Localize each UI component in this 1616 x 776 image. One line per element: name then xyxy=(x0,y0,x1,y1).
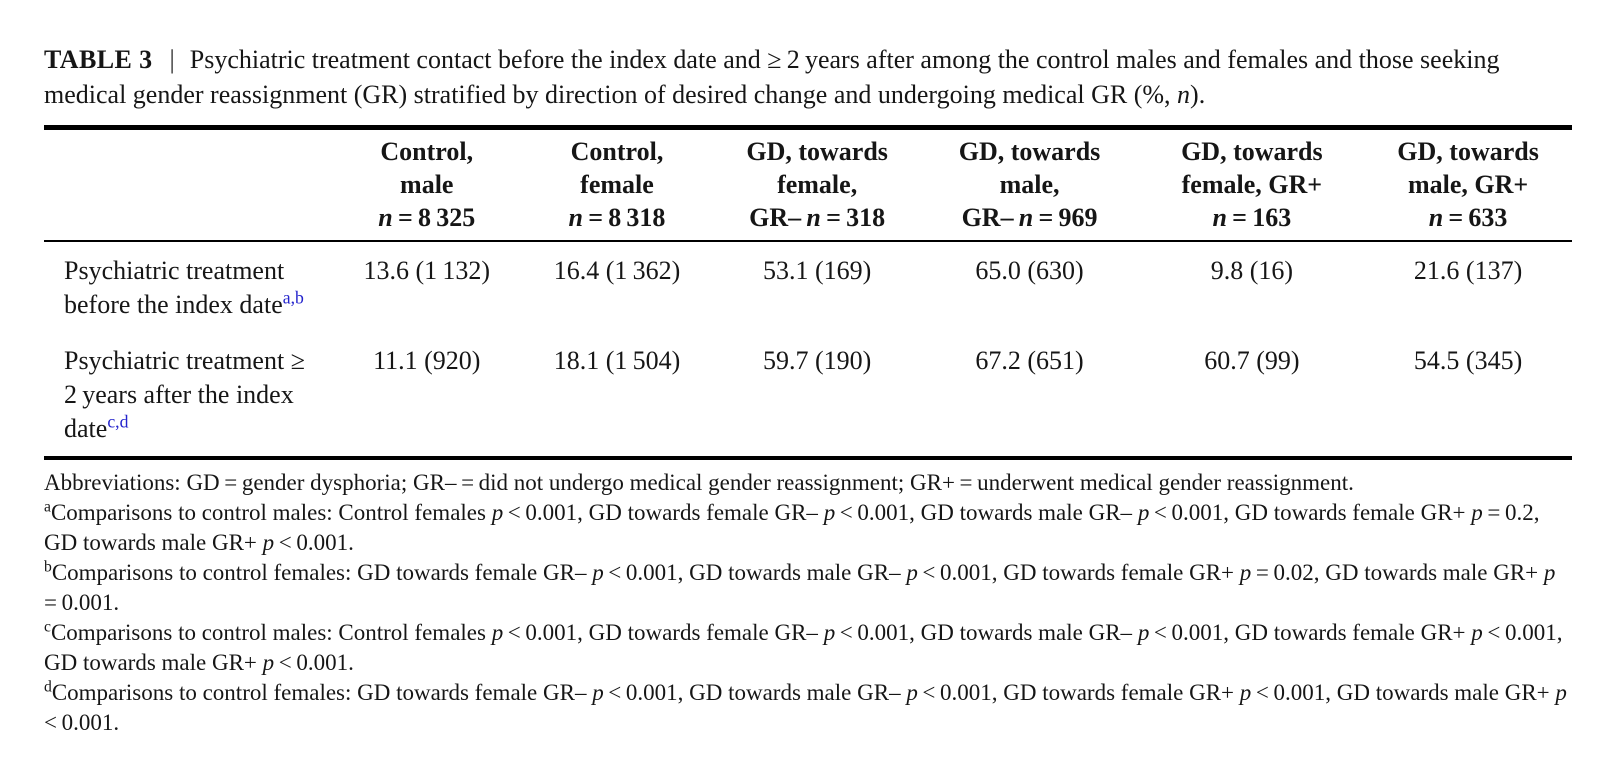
column-header: Control, female n = 8 318 xyxy=(519,127,715,242)
footnote-marker: d xyxy=(44,678,52,696)
data-cell: 54.5 (345) xyxy=(1413,346,1523,375)
footnote-text: Comparisons to control females: GD towar… xyxy=(44,680,1572,735)
data-cell: 65.0 (630) xyxy=(975,256,1084,285)
footnotes-section: Abbreviations: GD = gender dysphoria; GR… xyxy=(44,460,1572,738)
data-cell: 67.2 (651) xyxy=(975,346,1084,375)
footnote-marker: b xyxy=(44,558,52,576)
footnote: bComparisons to control females: GD towa… xyxy=(44,558,1572,618)
footnote-marker: a xyxy=(44,498,51,516)
data-cell: 13.6 (1 132) xyxy=(363,256,491,285)
table-caption-text: Psychiatric treatment contact before the… xyxy=(44,45,1500,109)
data-cell: 60.7 (99) xyxy=(1204,346,1300,375)
data-cell: 18.1 (1 504) xyxy=(553,346,681,375)
data-cell: 53.1 (169) xyxy=(762,256,872,285)
corner-header-cell xyxy=(44,127,335,242)
data-cell: 11.1 (920) xyxy=(373,346,481,375)
footnote: dComparisons to control females: GD towa… xyxy=(44,678,1572,738)
data-cell: 59.7 (190) xyxy=(762,346,872,375)
row-label-text: Psychiatric treatment before the index d… xyxy=(64,256,285,319)
data-cell: 21.6 (137) xyxy=(1413,256,1523,285)
footnote-ref-link[interactable]: c,d xyxy=(107,411,129,432)
footnote: cComparisons to control males: Control f… xyxy=(44,618,1572,678)
footnote-ref-link[interactable]: a,b xyxy=(282,287,304,308)
row-label: Psychiatric treatment before the index d… xyxy=(44,241,334,331)
column-header: GD, towards female, GR+ n = 163 xyxy=(1139,127,1365,242)
column-header: GD, towards male, GR+ n = 633 xyxy=(1364,127,1572,242)
table-caption-label: TABLE 3 xyxy=(44,45,153,74)
footnote-text: Comparisons to control females: GD towar… xyxy=(44,560,1560,615)
column-header: Control, male n = 8 325 xyxy=(334,127,520,242)
abbreviations-note: Abbreviations: GD = gender dysphoria; GR… xyxy=(44,470,1354,495)
row-label-text: Psychiatric treatment ≥ 2 years after th… xyxy=(64,346,311,443)
column-header: GD, towards female, GR– n = 318 xyxy=(714,127,920,242)
table-row: Psychiatric treatment before the index d… xyxy=(44,241,1572,331)
caption-separator-bar: | xyxy=(169,45,175,74)
footnote-marker: c xyxy=(44,618,51,636)
data-cell: 9.8 (16) xyxy=(1210,256,1294,285)
data-cell: 16.4 (1 362) xyxy=(553,256,681,285)
table-caption: TABLE 3 | Psychiatric treatment contact be… xyxy=(44,42,1572,112)
column-header: GD, towards male, GR– n = 969 xyxy=(919,127,1140,242)
header-row: Control, male n = 8 325 Control, female n = 8… xyxy=(44,127,1572,242)
table-row: Psychiatric treatment ≥ 2 years after th… xyxy=(44,331,1572,458)
data-table: Control, male n = 8 325 Control, female n = 8… xyxy=(44,125,1572,460)
footnote-text: Comparisons to control males: Control fe… xyxy=(44,620,1563,675)
footnote: aComparisons to control males: Control f… xyxy=(44,498,1572,558)
page-container: TABLE 3 | Psychiatric treatment contact be… xyxy=(44,42,1572,738)
footnote-text: Comparisons to control males: Control fe… xyxy=(44,500,1540,555)
row-label: Psychiatric treatment ≥ 2 years after th… xyxy=(44,331,334,458)
